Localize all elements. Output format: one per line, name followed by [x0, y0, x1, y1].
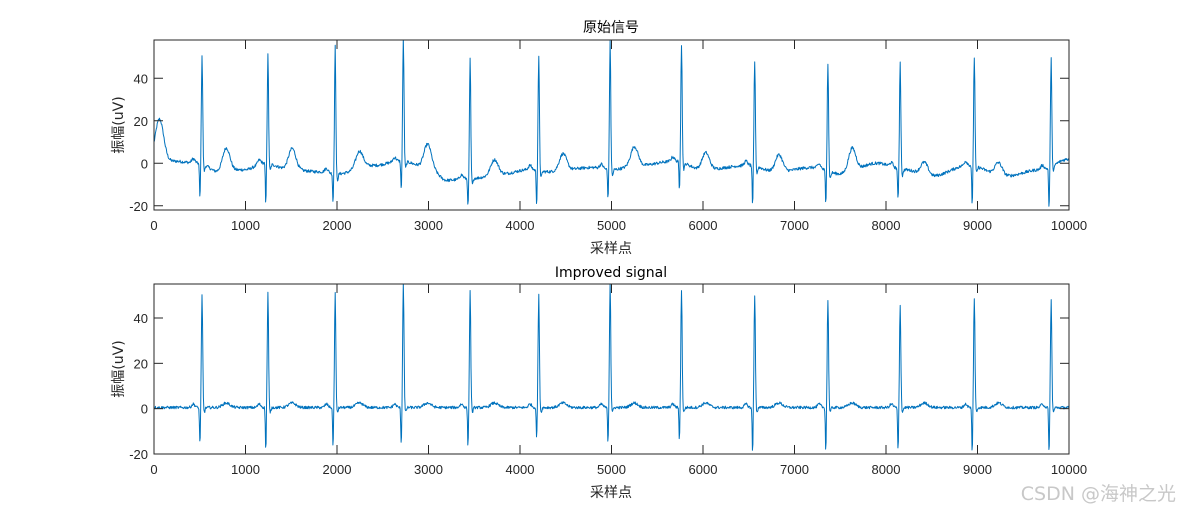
y-tick-label: 0 [141, 156, 148, 171]
x-tick-label: 9000 [963, 218, 992, 233]
tick-marks [153, 40, 1070, 210]
y-axis-label: 振幅(uV) [111, 340, 127, 397]
y-tick-labels: -20 0 20 40 [129, 71, 148, 214]
x-tick-label: 7000 [780, 462, 809, 477]
y-tick-label: 0 [141, 402, 148, 417]
watermark: CSDN @海神之光 [1020, 483, 1176, 505]
x-tick-label: 2000 [323, 218, 352, 233]
y-tick-label: -20 [129, 447, 148, 462]
x-tick-label: 7000 [780, 218, 809, 233]
x-tick-labels: 0 1000 2000 3000 4000 5000 6000 7000 8000 9000 100… [150, 462, 1087, 477]
x-tick-label: 10000 [1051, 462, 1087, 477]
x-tick-label: 6000 [689, 218, 718, 233]
axes-box [153, 39, 1070, 211]
tick-marks [153, 284, 1070, 455]
x-axis-label: 采样点 [590, 485, 632, 501]
x-axis-label: 采样点 [590, 241, 632, 257]
y-tick-label: 40 [134, 311, 148, 326]
y-tick-labels: -20 0 20 40 [129, 311, 148, 462]
x-tick-labels: 0 1000 2000 3000 4000 5000 6000 7000 8000 9000 100… [150, 218, 1087, 233]
y-tick-label: 20 [134, 114, 148, 129]
y-tick-label: 20 [134, 356, 148, 371]
x-tick-label: 1000 [231, 218, 260, 233]
x-tick-label: 5000 [597, 462, 626, 477]
subplot-original-signal: 原始信号 0 1000 2000 3000 4000 5000 6000 7000 8000 90… [111, 20, 1087, 257]
y-tick-label: 40 [134, 71, 148, 86]
plot-title: Improved signal [555, 265, 667, 281]
x-tick-label: 8000 [872, 218, 901, 233]
signal-line [154, 40, 1069, 207]
x-tick-label: 3000 [414, 462, 443, 477]
x-tick-label: 3000 [414, 218, 443, 233]
x-tick-label: 0 [150, 218, 157, 233]
x-tick-label: 8000 [872, 462, 901, 477]
x-tick-label: 0 [150, 462, 157, 477]
y-axis-label: 振幅(uV) [111, 96, 127, 153]
y-tick-label: -20 [129, 199, 148, 214]
x-tick-label: 9000 [963, 462, 992, 477]
x-tick-label: 5000 [597, 218, 626, 233]
x-tick-label: 2000 [323, 462, 352, 477]
x-tick-label: 10000 [1051, 218, 1087, 233]
subplot-improved-signal: Improved signal 0 1000 2000 3000 4000 5000 600… [111, 265, 1087, 501]
x-tick-label: 4000 [506, 462, 535, 477]
x-tick-label: 4000 [506, 218, 535, 233]
plot-title: 原始信号 [583, 20, 639, 36]
signal-line [154, 284, 1069, 451]
x-tick-label: 1000 [231, 462, 260, 477]
x-tick-label: 6000 [689, 462, 718, 477]
